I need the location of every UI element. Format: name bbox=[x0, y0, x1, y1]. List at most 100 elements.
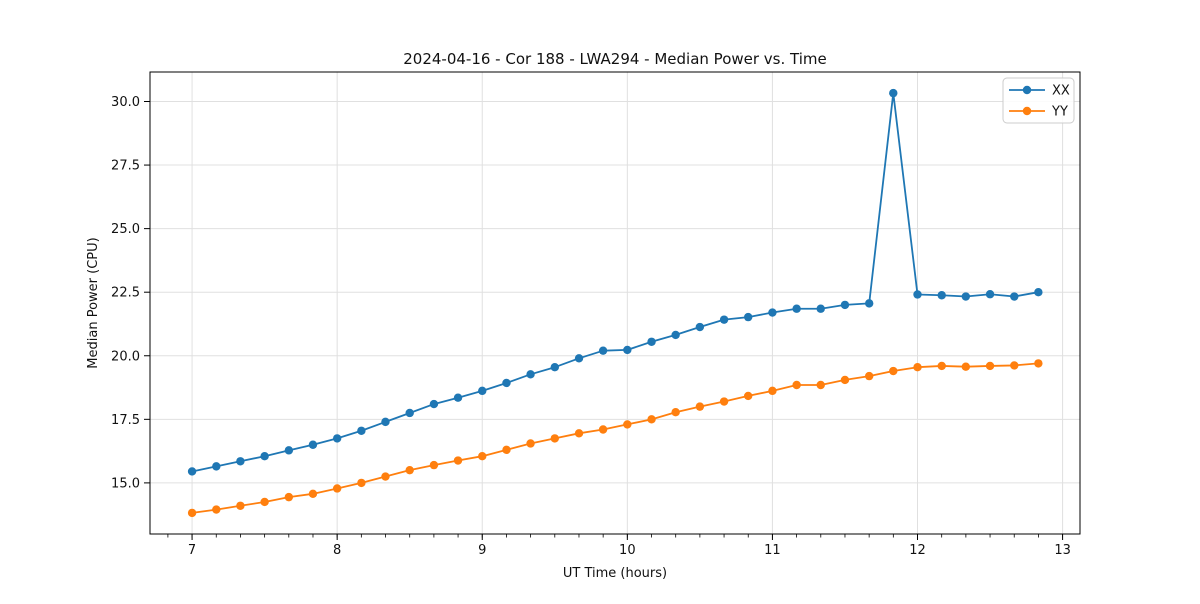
data-point-xx bbox=[332, 434, 342, 443]
data-point-yy bbox=[405, 465, 414, 475]
data-point-yy bbox=[598, 425, 608, 434]
data-point-xx bbox=[526, 370, 535, 379]
data-point-yy bbox=[550, 434, 559, 443]
data-point-yy bbox=[260, 497, 269, 507]
x-tick-label: 11 bbox=[764, 543, 781, 558]
data-point-yy bbox=[284, 492, 294, 502]
legend: XX YY bbox=[1002, 77, 1075, 124]
data-point-xx bbox=[671, 330, 680, 340]
y-tick-label: 25.0 bbox=[111, 222, 140, 237]
data-point-yy bbox=[671, 408, 680, 417]
data-point-xx bbox=[381, 417, 390, 427]
data-point-xx bbox=[1034, 287, 1043, 297]
data-point-yy bbox=[695, 402, 705, 411]
data-point-xx bbox=[743, 312, 753, 322]
data-point-yy bbox=[623, 420, 632, 429]
data-point-xx bbox=[889, 88, 898, 98]
data-point-xx bbox=[792, 304, 801, 313]
legend-label-yy: YY bbox=[1051, 105, 1068, 120]
data-point-xx bbox=[405, 408, 414, 418]
data-point-xx bbox=[478, 386, 487, 396]
data-point-xx bbox=[550, 363, 559, 372]
x-tick-label: 9 bbox=[478, 543, 486, 558]
data-point-xx bbox=[284, 446, 294, 455]
data-point-xx bbox=[357, 426, 366, 435]
data-point-xx bbox=[308, 440, 318, 449]
data-point-yy bbox=[574, 429, 584, 438]
series-line-xx bbox=[191, 92, 1039, 473]
data-point-yy bbox=[236, 501, 245, 510]
data-point-xx bbox=[187, 467, 197, 476]
data-point-yy bbox=[864, 371, 874, 381]
data-point-xx bbox=[719, 315, 729, 324]
x-tick-label: 13 bbox=[1054, 543, 1071, 558]
grid-lines bbox=[150, 72, 1080, 534]
data-point-yy bbox=[187, 508, 197, 518]
series-yy bbox=[187, 359, 1043, 518]
data-point-yy bbox=[792, 380, 801, 390]
data-point-yy bbox=[357, 478, 366, 488]
data-point-xx bbox=[453, 393, 463, 402]
data-point-xx bbox=[768, 308, 777, 317]
data-point-xx bbox=[623, 345, 632, 355]
data-point-yy bbox=[502, 445, 511, 455]
data-point-xx bbox=[502, 378, 511, 388]
data-point-xx bbox=[1010, 292, 1019, 301]
legend-label-xx: XX bbox=[1052, 84, 1070, 99]
data-point-yy bbox=[840, 375, 850, 385]
data-point-xx bbox=[236, 457, 245, 466]
data-point-xx bbox=[647, 337, 656, 346]
x-axis-label: UT Time (hours) bbox=[563, 566, 667, 581]
data-point-yy bbox=[768, 386, 777, 396]
data-point-yy bbox=[913, 363, 922, 372]
data-point-xx bbox=[985, 290, 995, 299]
data-point-yy bbox=[1034, 359, 1043, 368]
data-point-yy bbox=[381, 472, 390, 481]
data-point-yy bbox=[985, 361, 995, 371]
data-point-yy bbox=[212, 505, 221, 514]
x-tick-label: 8 bbox=[333, 543, 341, 558]
data-point-xx bbox=[429, 399, 439, 409]
data-point-xx bbox=[864, 299, 874, 308]
data-point-yy bbox=[889, 366, 898, 376]
x-tick-label: 12 bbox=[909, 543, 926, 558]
data-point-xx bbox=[574, 354, 584, 363]
data-point-yy bbox=[937, 361, 946, 371]
data-point-yy bbox=[429, 460, 439, 470]
series-line-yy bbox=[191, 362, 1039, 514]
data-point-yy bbox=[719, 397, 729, 406]
legend-marker-yy bbox=[1022, 106, 1032, 116]
data-point-yy bbox=[526, 439, 535, 448]
series-xx bbox=[187, 88, 1043, 476]
data-point-xx bbox=[598, 346, 608, 355]
y-axis-label: Median Power (CPU) bbox=[86, 237, 101, 368]
data-point-xx bbox=[937, 291, 946, 300]
data-point-xx bbox=[816, 304, 825, 313]
y-tick-label: 15.0 bbox=[111, 476, 140, 491]
data-point-xx bbox=[695, 322, 705, 332]
data-point-yy bbox=[816, 380, 825, 390]
data-point-yy bbox=[1010, 361, 1019, 370]
plot-frame bbox=[149, 71, 1081, 535]
data-point-yy bbox=[332, 484, 342, 493]
y-tick-label: 20.0 bbox=[111, 349, 140, 364]
x-tick-label: 10 bbox=[619, 543, 636, 558]
data-point-xx bbox=[913, 290, 922, 299]
y-tick-label: 17.5 bbox=[111, 413, 140, 428]
data-point-yy bbox=[961, 362, 971, 371]
x-tick-label: 7 bbox=[188, 543, 196, 558]
data-point-yy bbox=[453, 456, 463, 465]
data-point-xx bbox=[840, 300, 850, 310]
y-tick-label: 30.0 bbox=[111, 95, 140, 110]
y-tick-label: 27.5 bbox=[111, 159, 140, 174]
y-tick-label: 22.5 bbox=[111, 286, 140, 301]
legend-marker-xx bbox=[1022, 85, 1032, 95]
data-point-xx bbox=[212, 462, 221, 471]
data-point-xx bbox=[260, 451, 269, 461]
data-series bbox=[187, 88, 1043, 518]
axis-ticks: 7 8 9 10 11 12 13 15.0 17.5 20.0 22.5 25.0 27.5 30.0 bbox=[111, 95, 1071, 558]
chart-title: 2024-04-16 - Cor 188 - LWA294 - Median P… bbox=[403, 50, 827, 68]
data-point-xx bbox=[961, 292, 971, 301]
